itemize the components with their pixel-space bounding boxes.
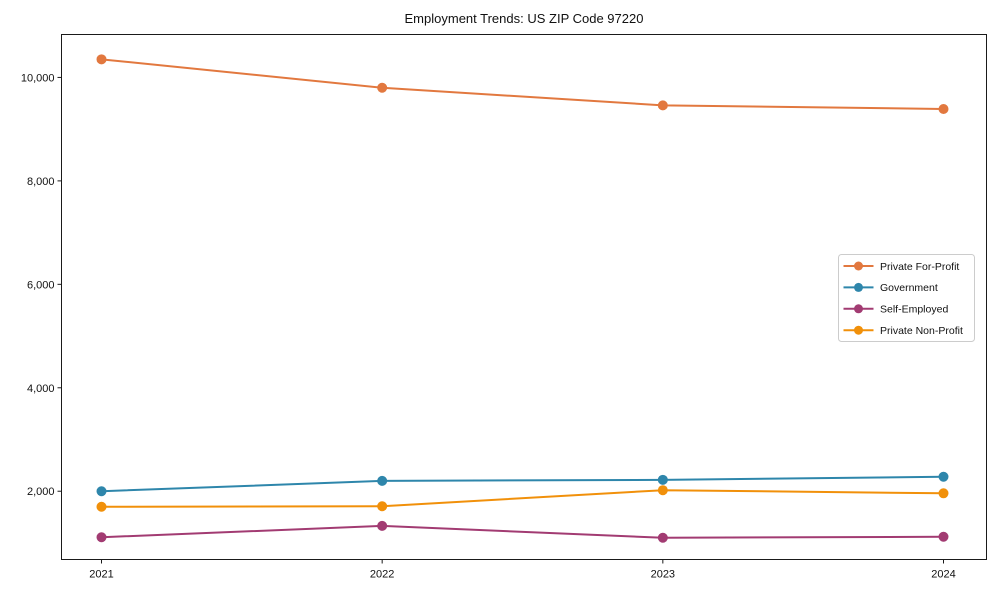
data-point (938, 488, 949, 499)
x-tick-label: 2022 (370, 569, 394, 581)
legend-entry: Self-Employed (843, 304, 948, 316)
data-point (938, 531, 949, 542)
data-point (657, 532, 668, 543)
series-line-self-employed (100, 524, 945, 539)
data-point (96, 501, 107, 512)
y-tick-label: 8,000 (27, 176, 55, 188)
data-point (377, 501, 388, 512)
x-tick-label: 2021 (89, 569, 113, 581)
data-point (938, 103, 949, 114)
legend-label: Private Non-Profit (880, 325, 963, 337)
legend: Private For-Profit Government Self-Employe… (838, 254, 975, 342)
legend-entry: Private Non-Profit (843, 325, 963, 337)
legend-entry: Private For-Profit (843, 261, 959, 273)
data-point (377, 82, 388, 93)
data-point (96, 54, 107, 65)
y-tick-label: 10,000 (21, 72, 55, 84)
data-point (657, 485, 668, 496)
data-point (657, 474, 668, 485)
legend-marker-icon (854, 261, 863, 271)
data-point (377, 475, 388, 486)
legend-label: Private For-Profit (880, 261, 959, 273)
legend-marker-icon (854, 282, 863, 292)
x-tick-label: 2024 (931, 569, 955, 581)
series-line-government (100, 475, 945, 493)
legend-entry: Government (843, 282, 938, 294)
chart-title: Employment Trends: US ZIP Code 97220 (405, 11, 644, 26)
y-tick-label: 2,000 (27, 486, 55, 498)
data-point (96, 486, 107, 497)
legend-marker-icon (854, 325, 863, 335)
x-tick-label: 2023 (651, 569, 675, 581)
legend-marker-icon (854, 304, 863, 314)
y-tick-label: 4,000 (27, 383, 55, 395)
data-point (938, 471, 949, 482)
legend-label: Government (880, 282, 938, 294)
data-point (377, 520, 388, 531)
series-line-private-for-profit (100, 58, 945, 110)
y-tick-label: 6,000 (27, 279, 55, 291)
legend-box (838, 254, 975, 342)
data-point (657, 100, 668, 111)
legend-label: Self-Employed (880, 304, 948, 316)
series-line-private-non-profit (100, 489, 945, 508)
data-point (96, 532, 107, 543)
plot-border (61, 34, 987, 560)
